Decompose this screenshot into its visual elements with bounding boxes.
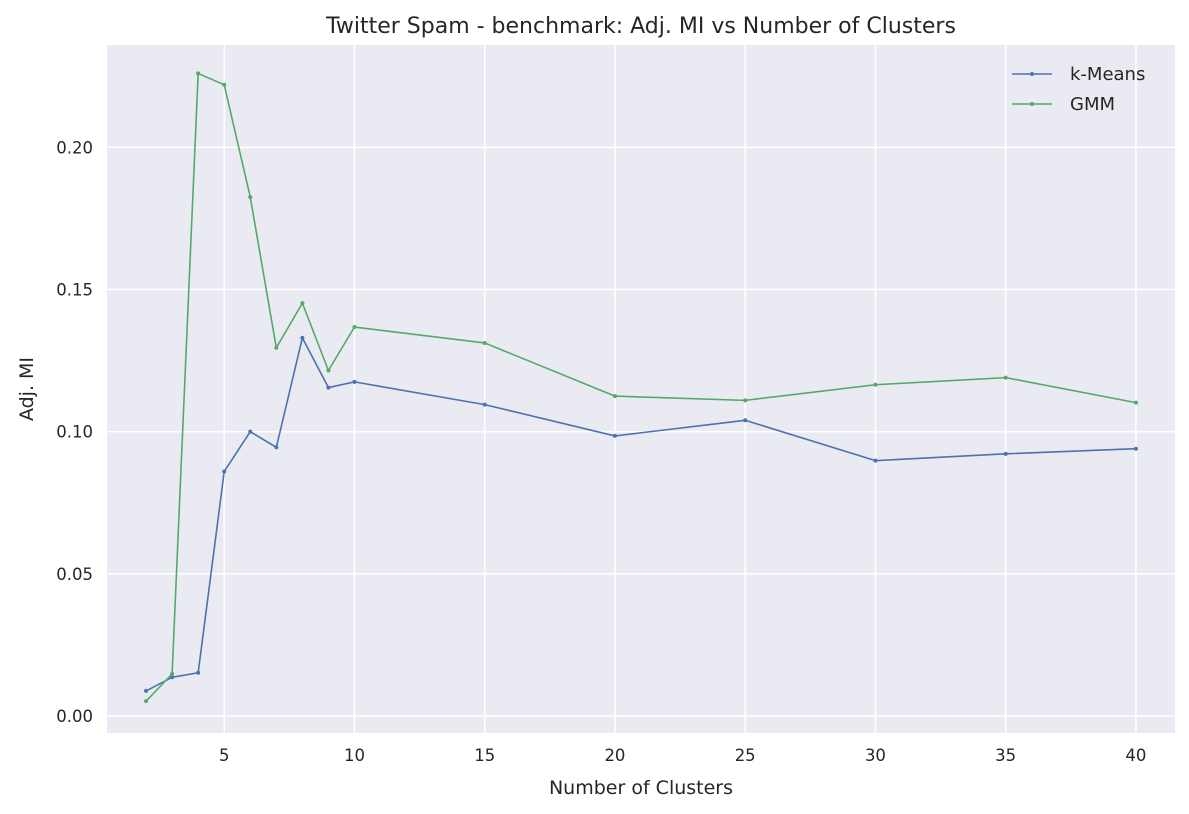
k-means-data-point bbox=[144, 688, 149, 693]
x-tick-label: 20 bbox=[604, 746, 625, 765]
gmm-data-point bbox=[274, 345, 279, 350]
k-means-data-point bbox=[300, 335, 305, 340]
k-means-data-point bbox=[482, 402, 487, 407]
x-tick-label: 10 bbox=[344, 746, 365, 765]
gmm-data-point bbox=[1003, 375, 1008, 380]
k-means-data-point bbox=[873, 458, 878, 463]
gmm-data-point bbox=[196, 71, 201, 76]
k-means-data-point bbox=[170, 675, 175, 680]
gmm-data-point bbox=[1133, 400, 1138, 405]
x-tick-label: 30 bbox=[865, 746, 886, 765]
legend: k-Means GMM bbox=[1012, 64, 1145, 115]
y-tick-label: 0.05 bbox=[56, 565, 93, 584]
grid bbox=[107, 45, 1175, 733]
gmm-data-point bbox=[352, 325, 357, 330]
y-tick-label: 0.15 bbox=[56, 280, 93, 299]
y-tick-label: 0.20 bbox=[56, 138, 93, 157]
x-axis-ticks: 5 10 15 20 25 30 35 40 bbox=[219, 746, 1146, 765]
gmm-legend-marker bbox=[1030, 102, 1034, 106]
k-means-data-point bbox=[612, 433, 617, 438]
x-tick-label: 5 bbox=[219, 746, 230, 765]
gmm-legend-label: GMM bbox=[1070, 94, 1115, 115]
k-means-data-point bbox=[1133, 446, 1138, 451]
gmm-data-point bbox=[248, 195, 253, 200]
k-means-legend-marker bbox=[1030, 72, 1034, 76]
k-means-data-point bbox=[743, 418, 748, 423]
x-tick-label: 35 bbox=[995, 746, 1016, 765]
gmm-data-point bbox=[222, 82, 227, 87]
x-tick-label: 40 bbox=[1125, 746, 1146, 765]
k-means-data-point bbox=[1003, 451, 1008, 456]
x-axis-label: Number of Clusters bbox=[549, 777, 733, 799]
k-means-data-point bbox=[248, 429, 253, 434]
k-means-data-point bbox=[352, 379, 357, 384]
chart-title: Twitter Spam - benchmark: Adj. MI vs Num… bbox=[325, 14, 956, 39]
series-layer bbox=[144, 71, 1138, 704]
gmm-data-point bbox=[170, 671, 175, 676]
y-tick-label: 0.00 bbox=[56, 707, 93, 726]
k-means-data-point bbox=[222, 469, 227, 474]
k-means-data-point bbox=[196, 670, 201, 675]
k-means-legend-label: k-Means bbox=[1070, 64, 1145, 85]
gmm-data-point bbox=[743, 398, 748, 403]
gmm-data-point bbox=[482, 340, 487, 345]
gmm-data-point bbox=[873, 382, 878, 387]
gmm-data-point bbox=[144, 699, 149, 704]
gmm-data-point bbox=[612, 394, 617, 399]
k-means-data-point bbox=[274, 445, 279, 450]
y-tick-label: 0.10 bbox=[56, 423, 93, 442]
x-tick-label: 25 bbox=[735, 746, 756, 765]
y-axis-label: Adj. MI bbox=[16, 357, 38, 421]
gmm-data-point bbox=[326, 368, 331, 373]
x-tick-label: 15 bbox=[474, 746, 495, 765]
k-means-data-point bbox=[326, 385, 331, 390]
plot-background bbox=[107, 45, 1175, 733]
y-axis-ticks: 0.00 0.05 0.10 0.15 0.20 bbox=[56, 138, 93, 726]
gmm-data-point bbox=[300, 301, 305, 306]
